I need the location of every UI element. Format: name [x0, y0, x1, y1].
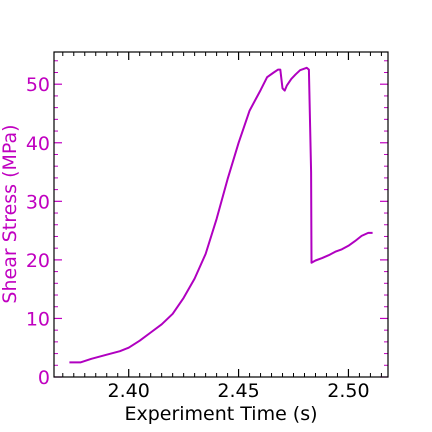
- y-tick-label: 30: [26, 191, 50, 213]
- series-line: [69, 66, 373, 364]
- y-tick-label: 0: [38, 367, 50, 389]
- y-tick-label: 10: [26, 308, 50, 330]
- series-layer: [69, 66, 373, 364]
- major-ticks: [54, 52, 388, 378]
- y-tick-label: 50: [26, 74, 50, 96]
- x-tick-label: 2.40: [108, 380, 150, 402]
- x-tick-label: 2.45: [217, 380, 259, 402]
- tick-labels: 2.40 2.45 2.50 0 10 20 30 40 50: [26, 74, 370, 402]
- x-axis-title: Experiment Time (s): [124, 403, 317, 425]
- y-tick-label: 40: [26, 133, 50, 155]
- y-tick-label: 20: [26, 250, 50, 272]
- minor-ticks: [54, 52, 388, 377]
- x-tick-label: 2.50: [327, 380, 369, 402]
- plot-frame: [53, 51, 389, 378]
- y-axis-title: Shear Stress (MPa): [0, 124, 21, 303]
